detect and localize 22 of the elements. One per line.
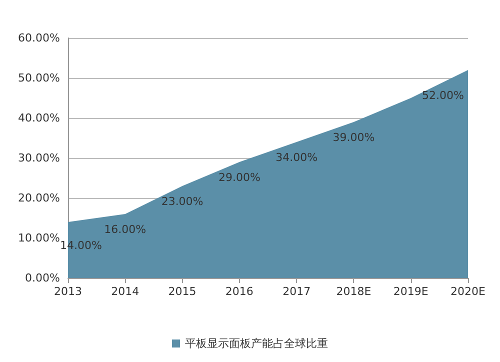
x-tick-label: 2019E [393, 285, 428, 298]
x-tick-label: 2013 [54, 285, 82, 298]
data-label: 52.00% [422, 89, 464, 102]
y-tick-label: 20.00% [18, 192, 60, 204]
x-tick-label: 2016 [225, 285, 254, 298]
data-label: 39.00% [332, 131, 375, 144]
x-tick-label: 2017 [282, 285, 311, 298]
x-tick-label: 2020E [450, 285, 486, 298]
x-tick-label: 2018E [336, 285, 372, 298]
y-tick-label: 40.00% [18, 112, 60, 124]
data-label: 23.00% [161, 195, 204, 208]
data-label: 29.00% [218, 171, 260, 184]
data-label: 16.00% [104, 223, 146, 236]
y-tick-label: 0.00% [25, 272, 60, 284]
y-tick-label: 50.00% [18, 72, 60, 84]
y-tick-label: 60.00% [18, 32, 60, 44]
legend-label: 平板显示面板产能占全球比重 [185, 337, 328, 350]
y-tick-label: 30.00% [18, 152, 60, 164]
data-label: 34.00% [276, 151, 318, 164]
x-tick-label: 2015 [168, 285, 196, 298]
y-tick-label: 10.00% [18, 232, 60, 244]
x-tick-label: 2014 [111, 285, 140, 298]
